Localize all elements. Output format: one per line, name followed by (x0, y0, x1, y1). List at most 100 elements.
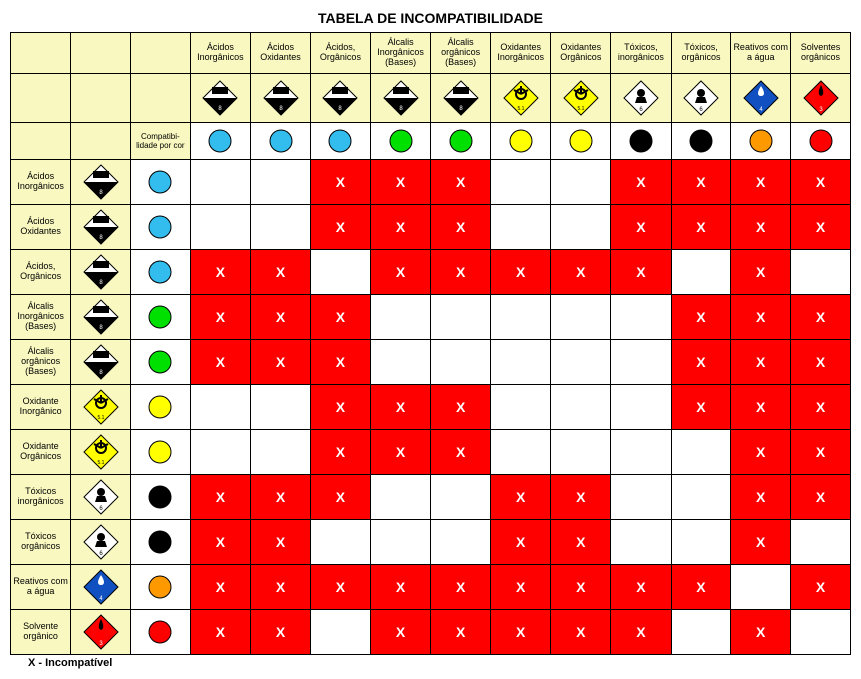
row-hazard-icon: 8 (71, 160, 131, 205)
column-label: Álcalis orgânicos (Bases) (431, 33, 491, 74)
incompatible-cell: X (431, 430, 491, 475)
svg-text:5.1: 5.1 (577, 106, 584, 112)
incompatible-cell: X (370, 385, 430, 430)
compatible-cell (431, 295, 491, 340)
hazard-icon: 8 (370, 74, 430, 123)
compatible-cell (370, 295, 430, 340)
row-label: Ácidos Oxidantes (11, 205, 71, 250)
compatible-cell (611, 520, 671, 565)
incompatible-cell: X (791, 205, 851, 250)
row-color-circle (130, 340, 190, 385)
row-label: Tóxicos inorgânicos (11, 475, 71, 520)
header-blank (71, 123, 131, 160)
compatible-cell (190, 430, 250, 475)
row-hazard-icon: 8 (71, 295, 131, 340)
compatible-cell (611, 340, 671, 385)
row-color-circle (130, 565, 190, 610)
hazard-icon: 8 (251, 74, 311, 123)
table-title: TABELA DE INCOMPATIBILIDADE (10, 10, 851, 26)
color-circle (310, 123, 370, 160)
incompatible-cell: X (431, 205, 491, 250)
compatible-cell (491, 385, 551, 430)
row-color-circle (130, 430, 190, 475)
incompatible-cell: X (251, 520, 311, 565)
compatible-cell (791, 250, 851, 295)
column-label: Oxidantes Inorgânicos (491, 33, 551, 74)
row-label: Solvente orgânico (11, 610, 71, 655)
incompatible-cell: X (671, 295, 731, 340)
incompatible-cell: X (251, 295, 311, 340)
row-color-circle (130, 205, 190, 250)
row-hazard-icon: 5.1 (71, 430, 131, 475)
incompatible-cell: X (731, 385, 791, 430)
compatible-cell (671, 250, 731, 295)
row-label: Ácidos Inorgânicos (11, 160, 71, 205)
incompatible-cell: X (310, 430, 370, 475)
compatible-cell (611, 385, 671, 430)
column-label: Tóxicos, orgânicos (671, 33, 731, 74)
color-circle (671, 123, 731, 160)
incompatible-cell: X (370, 430, 430, 475)
incompatible-cell: X (310, 385, 370, 430)
incompatible-cell: X (791, 430, 851, 475)
incompatible-cell: X (551, 520, 611, 565)
incompatible-cell: X (310, 295, 370, 340)
header-blank (11, 33, 71, 74)
incompatible-cell: X (791, 385, 851, 430)
svg-text:5.1: 5.1 (517, 106, 524, 112)
compatible-cell (251, 385, 311, 430)
incompatible-cell: X (491, 610, 551, 655)
color-circle (431, 123, 491, 160)
compatible-cell (370, 475, 430, 520)
compatible-cell (431, 340, 491, 385)
row-hazard-icon: 5.1 (71, 385, 131, 430)
incompatible-cell: X (190, 250, 250, 295)
row-hazard-icon: 8 (71, 205, 131, 250)
hazard-icon: 5.1 (551, 74, 611, 123)
incompatible-cell: X (491, 565, 551, 610)
incompatible-cell: X (431, 250, 491, 295)
incompatible-cell: X (491, 250, 551, 295)
incompatible-cell: X (551, 250, 611, 295)
compatible-cell (551, 295, 611, 340)
hazard-icon: 5.1 (491, 74, 551, 123)
hazard-icon: 3 (791, 74, 851, 123)
row-hazard-icon: 4 (71, 565, 131, 610)
incompatible-cell: X (190, 340, 250, 385)
incompatible-cell: X (491, 475, 551, 520)
compatible-cell (551, 385, 611, 430)
incompatible-cell: X (251, 250, 311, 295)
row-color-circle (130, 610, 190, 655)
row-color-circle (130, 160, 190, 205)
incompatible-cell: X (310, 565, 370, 610)
compatible-cell (791, 520, 851, 565)
row-color-circle (130, 295, 190, 340)
row-label: Ácidos, Orgânicos (11, 250, 71, 295)
incompatible-cell: X (251, 610, 311, 655)
incompatible-cell: X (551, 610, 611, 655)
incompatible-cell: X (671, 385, 731, 430)
hazard-icon: 8 (310, 74, 370, 123)
compatible-cell (310, 610, 370, 655)
row-label: Reativos com a água (11, 565, 71, 610)
incompatible-cell: X (370, 205, 430, 250)
incompatible-cell: X (791, 160, 851, 205)
incompatible-cell: X (251, 565, 311, 610)
color-circle (370, 123, 430, 160)
incompatible-cell: X (491, 520, 551, 565)
row-label: Oxidante Orgânicos (11, 430, 71, 475)
compatible-cell (731, 565, 791, 610)
incompatible-cell: X (731, 520, 791, 565)
color-circle (491, 123, 551, 160)
hazard-icon: 8 (431, 74, 491, 123)
incompatible-cell: X (251, 340, 311, 385)
compatible-cell (611, 430, 671, 475)
hazard-icon: 4 (731, 74, 791, 123)
header-blank (11, 74, 71, 123)
compatible-cell (671, 520, 731, 565)
row-label: Oxidante Inorgânico (11, 385, 71, 430)
incompatible-cell: X (611, 205, 671, 250)
compatible-cell (251, 430, 311, 475)
compatible-cell (190, 160, 250, 205)
compatible-cell (551, 340, 611, 385)
